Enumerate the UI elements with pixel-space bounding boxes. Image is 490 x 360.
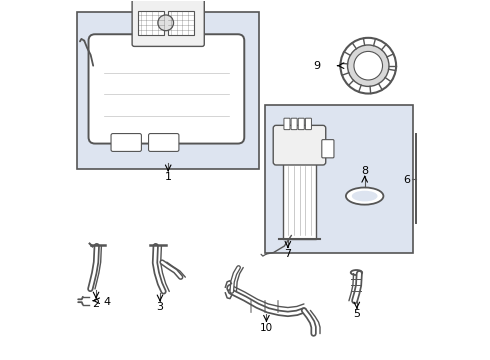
Circle shape	[347, 45, 389, 86]
Text: 8: 8	[361, 166, 368, 176]
FancyBboxPatch shape	[265, 105, 413, 253]
Text: 3: 3	[156, 302, 164, 312]
FancyBboxPatch shape	[148, 134, 179, 152]
FancyBboxPatch shape	[322, 140, 334, 158]
FancyBboxPatch shape	[273, 125, 326, 165]
FancyBboxPatch shape	[291, 118, 297, 130]
Circle shape	[341, 38, 396, 94]
Ellipse shape	[351, 270, 362, 275]
FancyBboxPatch shape	[283, 162, 317, 239]
FancyBboxPatch shape	[138, 11, 164, 35]
Circle shape	[354, 51, 383, 80]
FancyBboxPatch shape	[305, 118, 312, 130]
Text: 9: 9	[313, 61, 320, 71]
Text: 5: 5	[353, 309, 360, 319]
Text: 10: 10	[260, 323, 273, 333]
FancyBboxPatch shape	[89, 34, 245, 144]
Text: 2: 2	[93, 299, 99, 309]
Ellipse shape	[352, 191, 377, 202]
FancyBboxPatch shape	[168, 11, 194, 35]
FancyBboxPatch shape	[132, 0, 204, 46]
Ellipse shape	[346, 188, 383, 204]
FancyBboxPatch shape	[298, 118, 304, 130]
Text: 1: 1	[165, 172, 172, 182]
FancyBboxPatch shape	[111, 134, 142, 152]
Text: 7: 7	[284, 249, 292, 258]
Text: 6: 6	[403, 175, 411, 185]
FancyBboxPatch shape	[284, 118, 290, 130]
FancyBboxPatch shape	[77, 12, 259, 169]
Circle shape	[158, 15, 173, 31]
Text: 4: 4	[104, 297, 111, 307]
